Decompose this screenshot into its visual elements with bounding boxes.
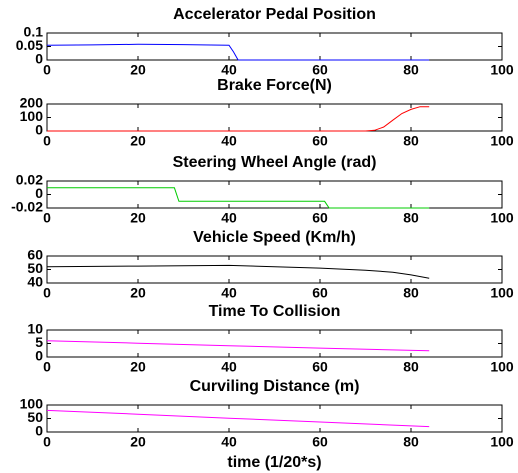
x-tick-label: 0 (43, 210, 51, 226)
x-tick-label: 60 (312, 62, 328, 78)
axes-box (46, 32, 503, 61)
subplot-title: Curviling Distance (m) (190, 378, 360, 395)
x-tick-label: 40 (221, 285, 237, 301)
y-tick-label: 40 (27, 274, 43, 290)
y-tick-label: 0 (35, 348, 43, 364)
x-tick-label: 80 (403, 62, 419, 78)
x-tick-label: 100 (490, 434, 514, 450)
data-line (47, 187, 430, 209)
x-tick-label: 60 (312, 359, 328, 375)
subplot-title: Brake Force(N) (217, 77, 332, 94)
x-tick-label: 0 (43, 434, 51, 450)
y-tick-label: 50 (27, 260, 43, 276)
x-tick-label: 40 (221, 434, 237, 450)
y-tick-label: 0.1 (24, 24, 44, 40)
axes-box (46, 404, 503, 433)
x-tick-label: 80 (403, 434, 419, 450)
x-tick-label: 60 (312, 210, 328, 226)
data-line (46, 43, 430, 61)
data-line (46, 264, 430, 279)
y-tick-label: 0.05 (16, 37, 43, 53)
x-tick-label: 20 (130, 133, 146, 149)
subplot-title: Accelerator Pedal Position (173, 6, 376, 23)
y-tick-label: 60 (27, 247, 43, 263)
x-tick-label: 100 (490, 210, 514, 226)
y-tick-label: 5 (35, 334, 43, 350)
subplot-title: Vehicle Speed (Km/h) (193, 229, 356, 246)
data-line (47, 106, 430, 132)
axes-box (46, 255, 503, 284)
x-tick-label: 100 (490, 133, 514, 149)
y-tick-label: 0 (35, 122, 43, 138)
x-tick-label: 0 (43, 359, 51, 375)
subplot-title: Steering Wheel Angle (rad) (173, 154, 377, 171)
y-tick-label: -0.02 (11, 199, 43, 215)
x-tick-label: 20 (130, 62, 146, 78)
y-tick-label: 10 (27, 321, 43, 337)
x-tick-label: 20 (130, 359, 146, 375)
x-tick-label: 0 (43, 285, 51, 301)
x-tick-label: 60 (312, 133, 328, 149)
x-tick-label: 80 (403, 210, 419, 226)
subplot-title: Time To Collision (209, 303, 341, 320)
axes-box (46, 103, 503, 132)
x-tick-label: 100 (490, 359, 514, 375)
x-tick-label: 60 (312, 285, 328, 301)
x-tick-label: 80 (403, 359, 419, 375)
y-tick-label: 100 (20, 108, 44, 124)
axes-box (46, 329, 503, 358)
x-tick-label: 40 (221, 133, 237, 149)
y-tick-label: 50 (27, 409, 43, 425)
x-tick-label: 0 (43, 62, 51, 78)
x-tick-label: 20 (130, 434, 146, 450)
x-tick-label: 40 (221, 62, 237, 78)
x-axis-label: time (1/20*s) (227, 454, 321, 471)
y-tick-label: 0 (35, 185, 43, 201)
y-tick-label: 0 (35, 51, 43, 67)
x-tick-label: 40 (221, 359, 237, 375)
x-tick-label: 60 (312, 434, 328, 450)
x-tick-label: 20 (130, 285, 146, 301)
x-tick-label: 40 (221, 210, 237, 226)
axes-box (46, 180, 503, 209)
x-tick-label: 100 (490, 62, 514, 78)
x-tick-label: 100 (490, 285, 514, 301)
data-line (46, 340, 430, 352)
x-tick-label: 20 (130, 210, 146, 226)
x-tick-label: 80 (403, 285, 419, 301)
x-tick-label: 0 (43, 133, 51, 149)
x-tick-label: 80 (403, 133, 419, 149)
y-tick-label: 100 (20, 396, 44, 412)
y-tick-label: 200 (20, 95, 44, 111)
data-line (46, 409, 430, 428)
y-tick-label: 0.02 (16, 172, 43, 188)
y-tick-label: 0 (35, 423, 43, 439)
